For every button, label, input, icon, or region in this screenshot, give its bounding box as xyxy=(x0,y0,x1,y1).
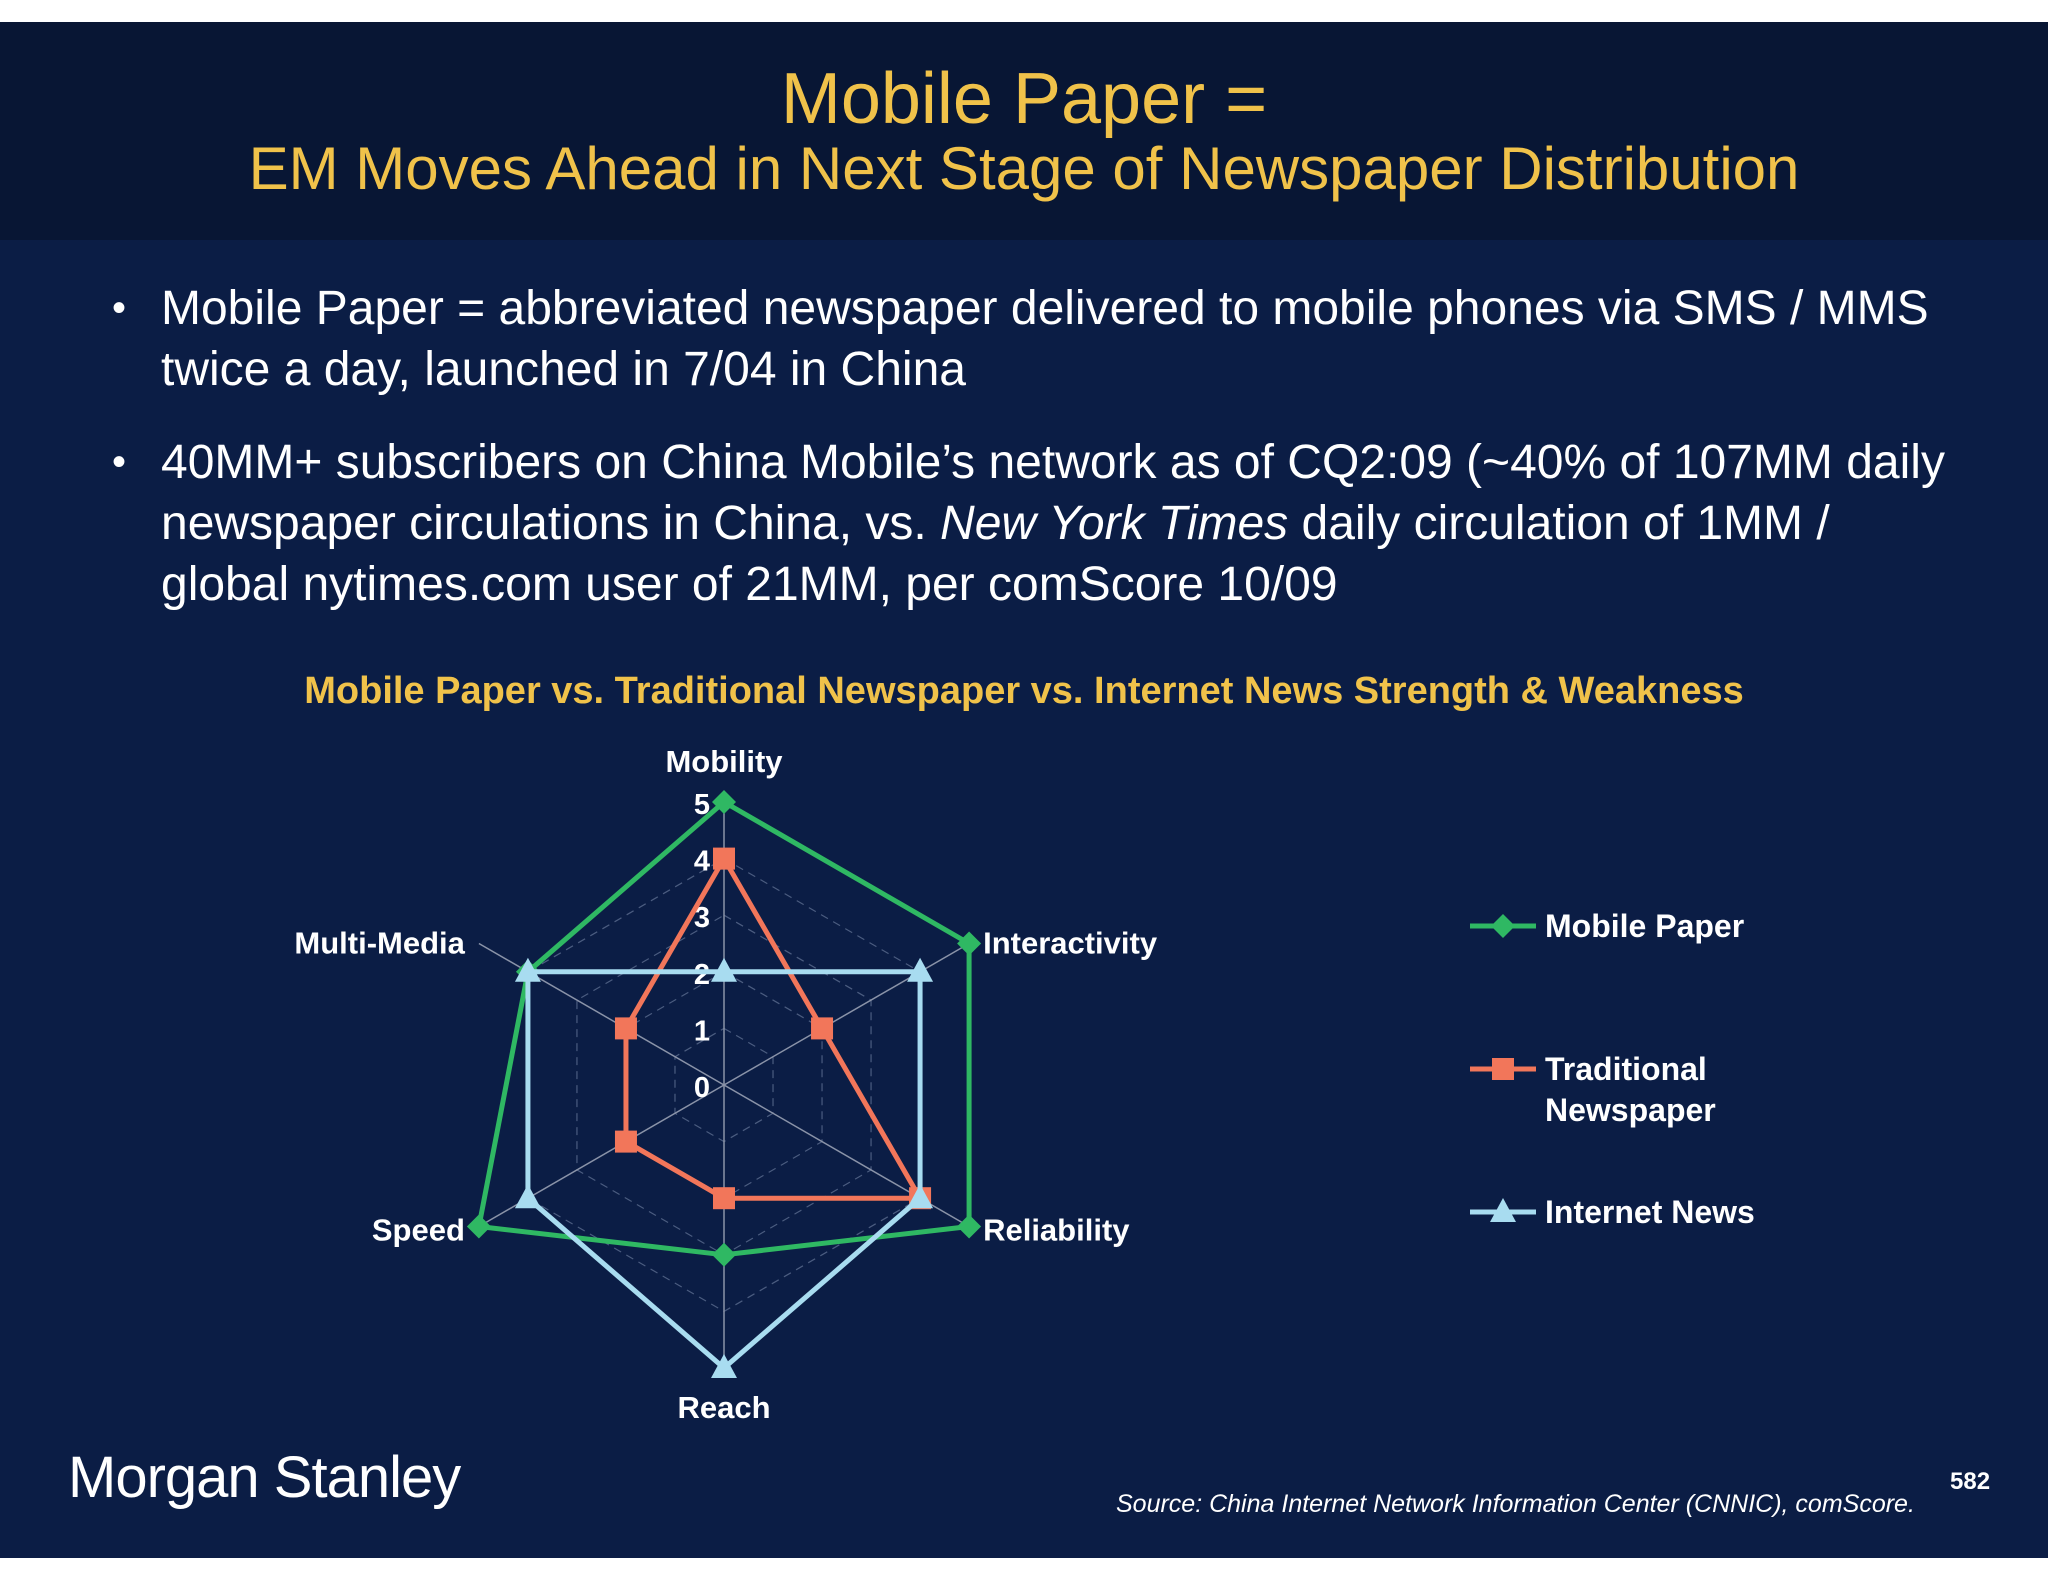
bullet-text-after: daily circulation of 1MM / global nytime… xyxy=(161,497,1830,611)
radar-tick-label: 5 xyxy=(694,789,710,821)
radar-spoke xyxy=(478,1084,725,1228)
radar-data-point xyxy=(907,1184,934,1209)
bullet-text: Mobile Paper = abbreviated newspaper del… xyxy=(161,282,1929,396)
radar-data-point xyxy=(907,957,934,982)
legend-label: Traditional xyxy=(1545,1051,1707,1087)
radar-data-point xyxy=(514,957,541,982)
radar-data-point xyxy=(712,790,736,814)
radar-axis-label: Speed xyxy=(372,1213,465,1248)
radar-axis-label: Multi-Media xyxy=(294,926,465,961)
radar-axis-label: Mobility xyxy=(665,744,783,779)
radar-tick-label: 1 xyxy=(694,1015,710,1047)
radar-data-point xyxy=(957,1214,982,1239)
radar-data-point xyxy=(957,931,982,956)
radar-data-point xyxy=(713,847,735,870)
radar-tick-label: 2 xyxy=(694,959,710,991)
bullet-dot-icon: • xyxy=(112,286,127,330)
radar-series-line xyxy=(623,856,923,1201)
legend-label: Mobile Paper xyxy=(1545,908,1744,944)
radar-tick-label: 3 xyxy=(694,902,710,934)
title-bar: Mobile Paper = EM Moves Ahead in Next St… xyxy=(0,22,2048,240)
radar-data-point xyxy=(614,1130,637,1153)
bullet-text-italic: New York Times xyxy=(940,497,1289,550)
slide-subtitle: EM Moves Ahead in Next Stage of Newspape… xyxy=(248,135,1800,202)
radar-axis-label: Reliability xyxy=(983,1213,1130,1248)
radar-axis-label: Reach xyxy=(677,1390,770,1425)
radar-data-point xyxy=(811,1017,834,1040)
morgan-stanley-logo: Morgan Stanley xyxy=(68,1445,461,1510)
radar-spoke xyxy=(723,942,970,1086)
radar-data-point xyxy=(514,1184,541,1209)
radar-tick-label: 0 xyxy=(694,1072,710,1104)
legend-label: Newspaper xyxy=(1545,1092,1716,1128)
bullet-list: • Mobile Paper = abbreviated newspaper d… xyxy=(110,278,1960,647)
legend-marker xyxy=(1491,914,1515,938)
page-number: 582 xyxy=(1950,1468,1991,1495)
legend-marker xyxy=(1490,1198,1516,1222)
source-note: Source: China Internet Network Informati… xyxy=(1116,1490,1915,1518)
radar-axis-label: Interactivity xyxy=(983,926,1158,961)
radar-data-point xyxy=(711,957,737,982)
radar-data-point xyxy=(614,1017,637,1040)
radar-data-point xyxy=(712,1242,736,1267)
legend-marker xyxy=(1492,1058,1514,1080)
bullet-dot-icon: • xyxy=(112,440,127,484)
slide-title: Mobile Paper = xyxy=(780,59,1268,139)
radar-spoke xyxy=(478,942,725,1086)
radar-data-point xyxy=(466,1214,491,1239)
radar-data-point xyxy=(713,1187,735,1210)
bullet-item: • Mobile Paper = abbreviated newspaper d… xyxy=(110,278,1960,400)
radar-tick-label: 4 xyxy=(694,846,710,878)
chart-title: Mobile Paper vs. Traditional Newspaper v… xyxy=(304,670,1744,712)
legend-label: Internet News xyxy=(1545,1194,1755,1230)
radar-spoke xyxy=(723,1084,970,1228)
slide: Mobile Paper = EM Moves Ahead in Next St… xyxy=(0,22,2048,1558)
radar-data-point xyxy=(711,1354,737,1378)
bullet-item: • 40MM+ subscribers on China Mobile’s ne… xyxy=(110,432,1960,615)
bullet-text-before: 40MM+ subscribers on China Mobile’s netw… xyxy=(161,436,1945,550)
